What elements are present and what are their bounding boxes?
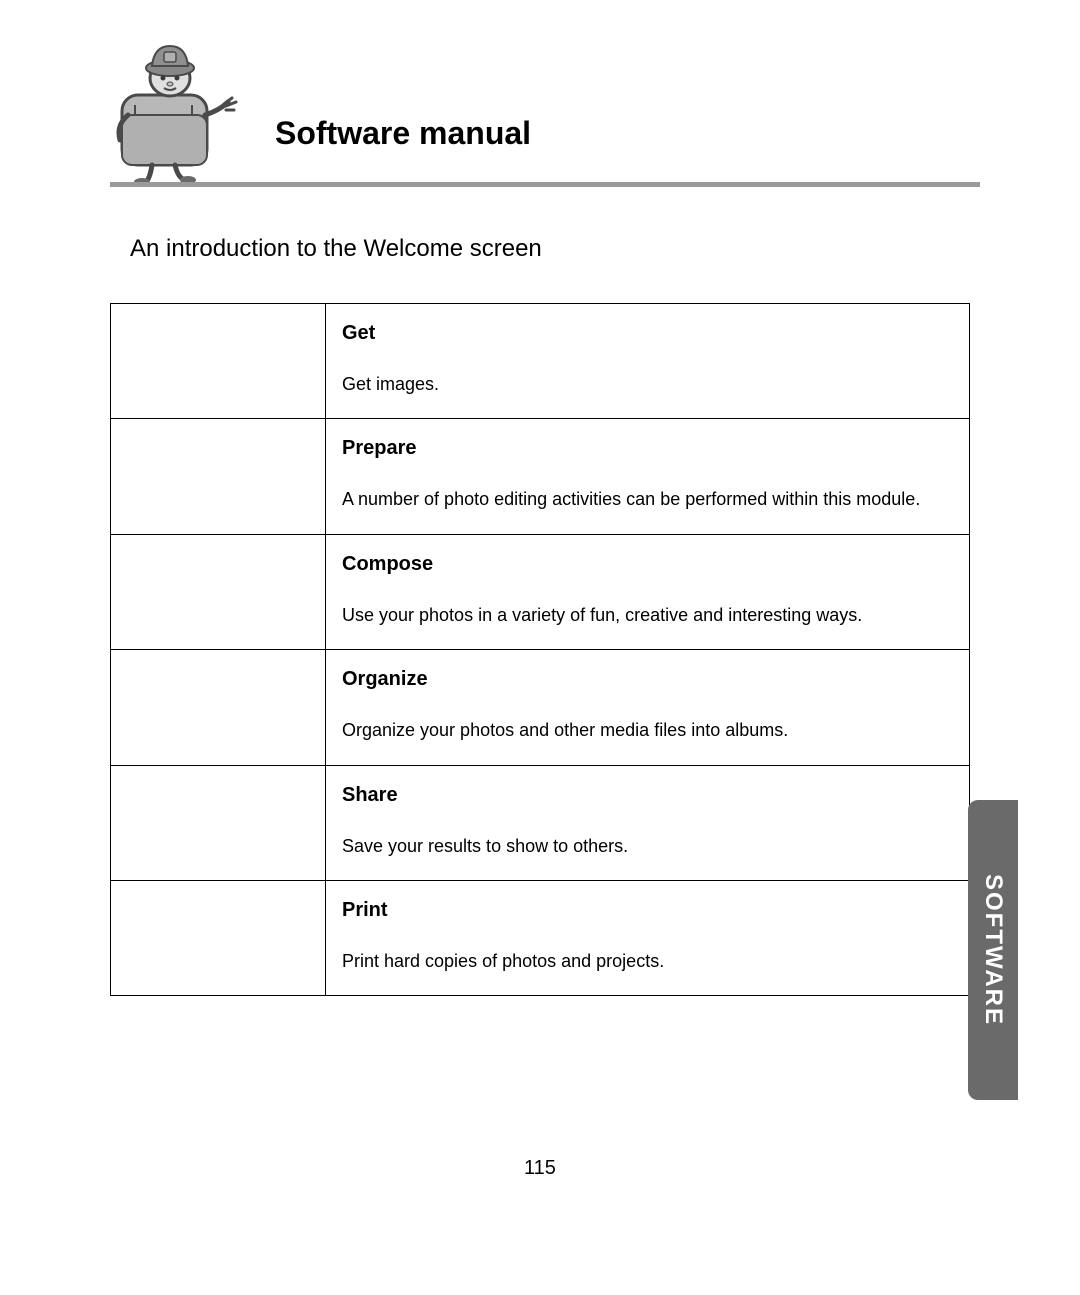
section-title: Compose (342, 553, 953, 576)
sections-table: Get Get images. Prepare A number of phot… (110, 303, 970, 996)
table-row: Organize Organize your photos and other … (111, 650, 969, 765)
section-icon-cell (111, 881, 326, 995)
section-description: Organize your photos and other media fil… (342, 719, 953, 742)
section-description: Save your results to show to others. (342, 835, 953, 858)
page-subtitle: An introduction to the Welcome screen (130, 235, 970, 263)
section-description: A number of photo editing activities can… (342, 488, 953, 511)
section-icon-cell (111, 304, 326, 418)
section-title: Share (342, 784, 953, 807)
section-content-cell: Print Print hard copies of photos and pr… (326, 881, 969, 995)
section-title: Prepare (342, 437, 953, 460)
side-tab: SOFTWARE (968, 800, 1018, 1100)
section-title: Get (342, 322, 953, 345)
section-content-cell: Compose Use your photos in a variety of … (326, 535, 969, 649)
page: Software manual An introduction to the W… (0, 0, 1080, 1295)
table-row: Share Save your results to show to other… (111, 766, 969, 881)
section-icon-cell (111, 535, 326, 649)
table-row: Prepare A number of photo editing activi… (111, 419, 969, 534)
section-title: Print (342, 899, 953, 922)
page-header: Software manual (110, 30, 970, 185)
section-icon-cell (111, 766, 326, 880)
section-title: Organize (342, 668, 953, 691)
table-row: Compose Use your photos in a variety of … (111, 535, 969, 650)
section-description: Get images. (342, 373, 953, 396)
section-content-cell: Share Save your results to show to other… (326, 766, 969, 880)
side-tab-label: SOFTWARE (979, 874, 1007, 1026)
mascot-icon (110, 30, 245, 185)
page-title: Software manual (275, 115, 531, 152)
section-content-cell: Get Get images. (326, 304, 969, 418)
section-content-cell: Organize Organize your photos and other … (326, 650, 969, 764)
table-row: Print Print hard copies of photos and pr… (111, 881, 969, 995)
section-icon-cell (111, 419, 326, 533)
section-description: Print hard copies of photos and projects… (342, 950, 953, 973)
header-divider (110, 182, 980, 187)
page-number: 115 (0, 1157, 1080, 1180)
section-description: Use your photos in a variety of fun, cre… (342, 604, 953, 627)
section-content-cell: Prepare A number of photo editing activi… (326, 419, 969, 533)
section-icon-cell (111, 650, 326, 764)
table-row: Get Get images. (111, 304, 969, 419)
